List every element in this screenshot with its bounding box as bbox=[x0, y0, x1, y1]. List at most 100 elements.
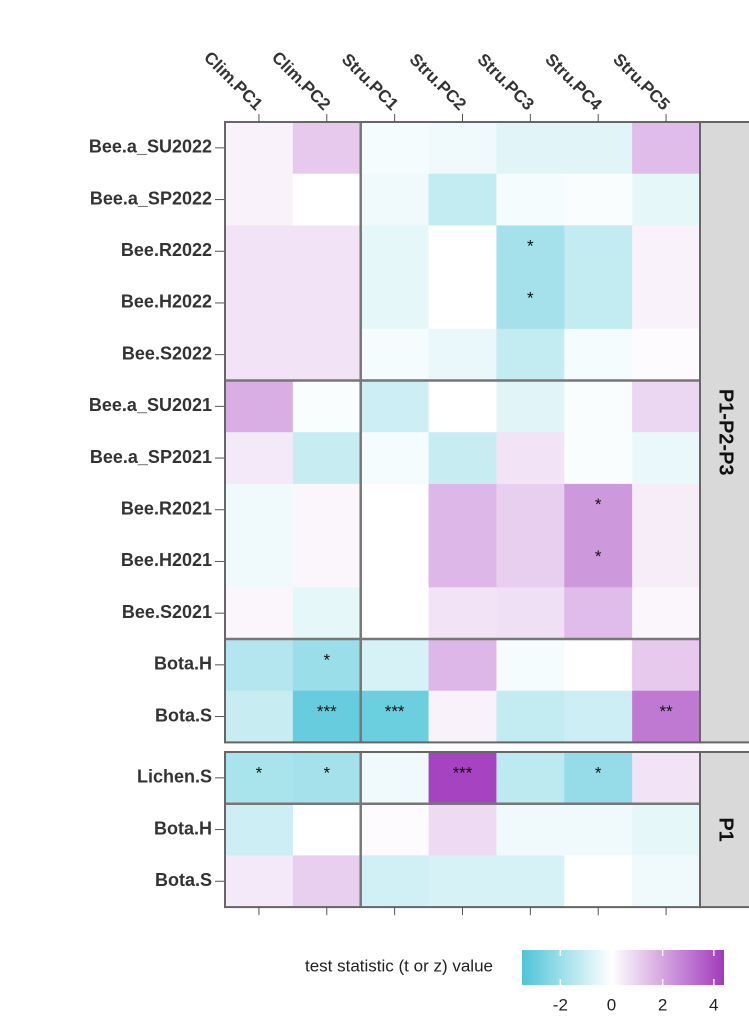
cell bbox=[360, 535, 430, 588]
row-label: Bota.H bbox=[154, 654, 212, 674]
cell bbox=[292, 639, 362, 692]
colorbar-title: test statistic (t or z) value bbox=[305, 956, 493, 975]
colorbar-tick-label: 0 bbox=[607, 995, 616, 1014]
row-label: Bee.S2022 bbox=[122, 343, 212, 363]
cell bbox=[360, 639, 430, 692]
cell bbox=[564, 380, 633, 433]
significance: * bbox=[527, 237, 534, 256]
row-label: Bee.a_SP2021 bbox=[90, 447, 212, 467]
cell bbox=[360, 328, 430, 381]
cell bbox=[360, 122, 430, 175]
cell bbox=[225, 380, 294, 433]
cell bbox=[496, 803, 565, 856]
strip bbox=[699, 121, 749, 744]
cell bbox=[564, 587, 633, 640]
cell bbox=[564, 535, 633, 588]
colorbar-tick-label: 4 bbox=[709, 995, 718, 1014]
cell bbox=[428, 328, 497, 381]
cell bbox=[564, 225, 633, 278]
cell bbox=[225, 173, 294, 226]
cell bbox=[632, 855, 701, 908]
cell bbox=[292, 173, 362, 226]
cell bbox=[564, 328, 633, 381]
cell bbox=[428, 277, 497, 330]
cell bbox=[360, 432, 430, 485]
row-label: Lichen.S bbox=[137, 767, 212, 787]
cell bbox=[225, 855, 294, 908]
significance: * bbox=[595, 495, 602, 514]
row-label: Bee.a_SU2021 bbox=[89, 395, 212, 415]
cell bbox=[292, 483, 362, 537]
cell bbox=[428, 535, 497, 588]
significance: * bbox=[256, 763, 263, 782]
cell bbox=[496, 380, 565, 433]
cell bbox=[496, 587, 565, 640]
cell bbox=[360, 690, 430, 743]
cell bbox=[632, 690, 701, 743]
colorbar-tick-label: -2 bbox=[553, 995, 568, 1014]
cell bbox=[632, 225, 701, 278]
cell bbox=[428, 752, 497, 805]
cell bbox=[496, 855, 565, 908]
column-label: Clim.PC2 bbox=[268, 48, 334, 114]
cell bbox=[292, 803, 362, 856]
cell bbox=[496, 752, 565, 805]
row-label: Bee.a_SU2022 bbox=[89, 137, 212, 157]
cell bbox=[496, 173, 565, 226]
cell bbox=[292, 225, 362, 278]
significance: * bbox=[595, 547, 602, 566]
column-label: Stru.PC1 bbox=[338, 50, 402, 114]
cell bbox=[632, 328, 701, 381]
cell bbox=[225, 690, 294, 743]
cell bbox=[225, 535, 294, 588]
cell bbox=[632, 173, 701, 226]
significance: *** bbox=[317, 702, 337, 721]
cell bbox=[632, 803, 701, 856]
cell bbox=[428, 380, 497, 433]
cell bbox=[428, 690, 497, 743]
column-label: Stru.PC2 bbox=[406, 50, 470, 114]
significance: * bbox=[323, 763, 330, 782]
row-label: Bee.H2022 bbox=[121, 292, 212, 312]
cell bbox=[292, 535, 362, 588]
cell bbox=[225, 752, 294, 805]
cell bbox=[292, 752, 362, 805]
strip-label: P1-P2-P3 bbox=[715, 389, 737, 476]
significance: *** bbox=[453, 763, 473, 782]
cell bbox=[564, 173, 633, 226]
cell bbox=[564, 122, 633, 175]
column-label: Stru.PC3 bbox=[474, 50, 538, 114]
cell bbox=[225, 225, 294, 278]
cell bbox=[428, 122, 497, 175]
row-label: Bee.H2021 bbox=[121, 550, 212, 570]
cell bbox=[292, 432, 362, 485]
cell bbox=[496, 639, 565, 692]
cell bbox=[496, 432, 565, 485]
strip bbox=[699, 751, 749, 909]
cell bbox=[360, 855, 430, 908]
cell bbox=[496, 690, 565, 743]
cell bbox=[564, 639, 633, 692]
cell bbox=[292, 855, 362, 908]
significance: * bbox=[323, 650, 330, 669]
cell bbox=[428, 173, 497, 226]
cell bbox=[360, 173, 430, 226]
cell bbox=[564, 752, 633, 805]
cell bbox=[564, 855, 633, 908]
cell bbox=[292, 122, 362, 175]
cell bbox=[632, 122, 701, 175]
column-label: Clim.PC1 bbox=[200, 48, 266, 114]
cell bbox=[292, 328, 362, 381]
cell bbox=[496, 483, 565, 537]
cell bbox=[564, 483, 633, 537]
row-label: Bee.R2021 bbox=[121, 499, 212, 519]
cell bbox=[632, 587, 701, 640]
cell bbox=[428, 432, 497, 485]
cell bbox=[225, 122, 294, 175]
cell bbox=[496, 122, 565, 175]
cell bbox=[564, 803, 633, 856]
cell bbox=[225, 432, 294, 485]
significance: *** bbox=[385, 702, 405, 721]
cell bbox=[360, 277, 430, 330]
